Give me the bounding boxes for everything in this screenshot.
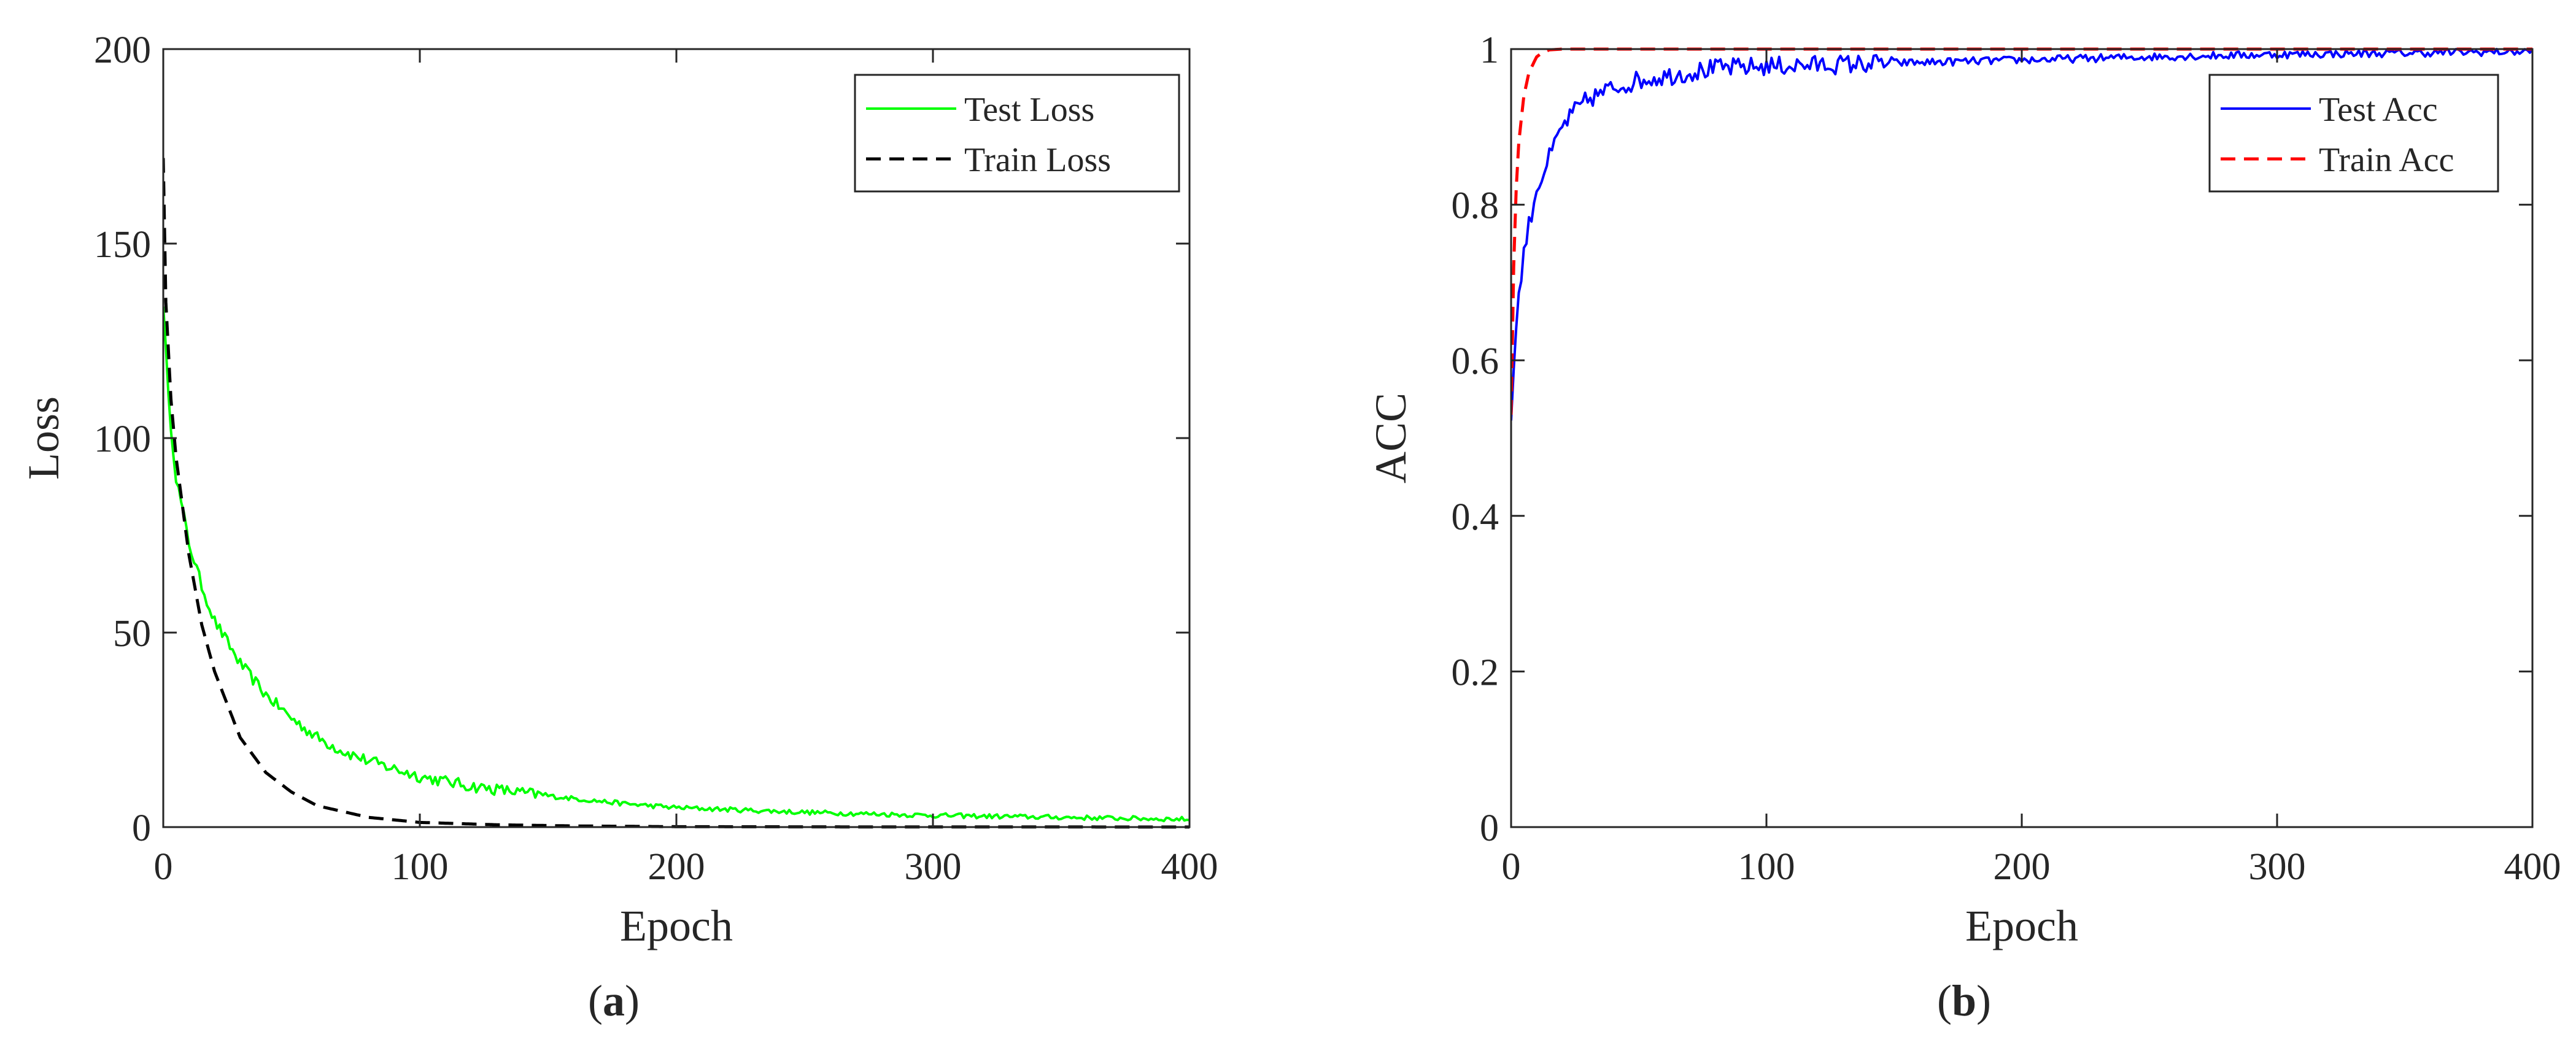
y-axis-label: Loss <box>19 396 68 480</box>
y-tick-label: 0.4 <box>1452 496 1499 538</box>
legend-box <box>2208 74 2499 193</box>
y-tick-label: 150 <box>94 224 151 266</box>
chart-panel-b: 0 100 200 300 400 0 0.2 0.4 0.6 0.8 1 Epoch ACC Test … <box>1366 29 2561 1025</box>
x-tick-label: 300 <box>905 846 962 888</box>
x-tick-label: 400 <box>2504 846 2561 888</box>
legend-entry: Train Acc <box>2319 141 2454 179</box>
legend-entry: Train Loss <box>964 141 1111 179</box>
legend: Test Acc Train Acc <box>2208 74 2499 193</box>
y-tick-label: 200 <box>94 29 151 71</box>
legend-entry: Test Loss <box>964 91 1094 129</box>
x-tick-label: 0 <box>1502 846 1521 888</box>
y-tick-label: 0.6 <box>1452 341 1499 382</box>
x-axis-label: Epoch <box>1965 901 2078 950</box>
y-tick-label: 0.2 <box>1452 652 1499 693</box>
y-tick-label: 0 <box>132 807 151 849</box>
x-axis-label: Epoch <box>620 901 733 950</box>
y-tick-label: 1 <box>1480 29 1499 71</box>
y-tick-label: 0 <box>1480 807 1499 849</box>
legend-box <box>854 74 1180 193</box>
panel-caption: (b) <box>1937 976 1991 1025</box>
y-tick-label: 0.8 <box>1452 185 1499 227</box>
series-line-test-loss <box>163 306 1189 823</box>
x-tick-label: 400 <box>1161 846 1218 888</box>
chart-panel-a: 0 100 200 300 400 0 50 100 150 200 Epoch Loss Test L… <box>19 29 1218 1025</box>
x-tick-label: 0 <box>154 846 173 888</box>
y-axis-label: ACC <box>1366 393 1415 483</box>
x-tick-label: 100 <box>1738 846 1795 888</box>
y-tick-label: 100 <box>94 418 151 460</box>
panel-caption: (a) <box>588 976 640 1025</box>
x-tick-label: 200 <box>1994 846 2051 888</box>
y-tick-label: 50 <box>113 613 151 655</box>
x-tick-label: 300 <box>2249 846 2306 888</box>
legend-entry: Test Acc <box>2319 91 2438 129</box>
legend: Test Loss Train Loss <box>854 74 1180 193</box>
x-tick-label: 100 <box>392 846 449 888</box>
x-tick-label: 200 <box>648 846 705 888</box>
